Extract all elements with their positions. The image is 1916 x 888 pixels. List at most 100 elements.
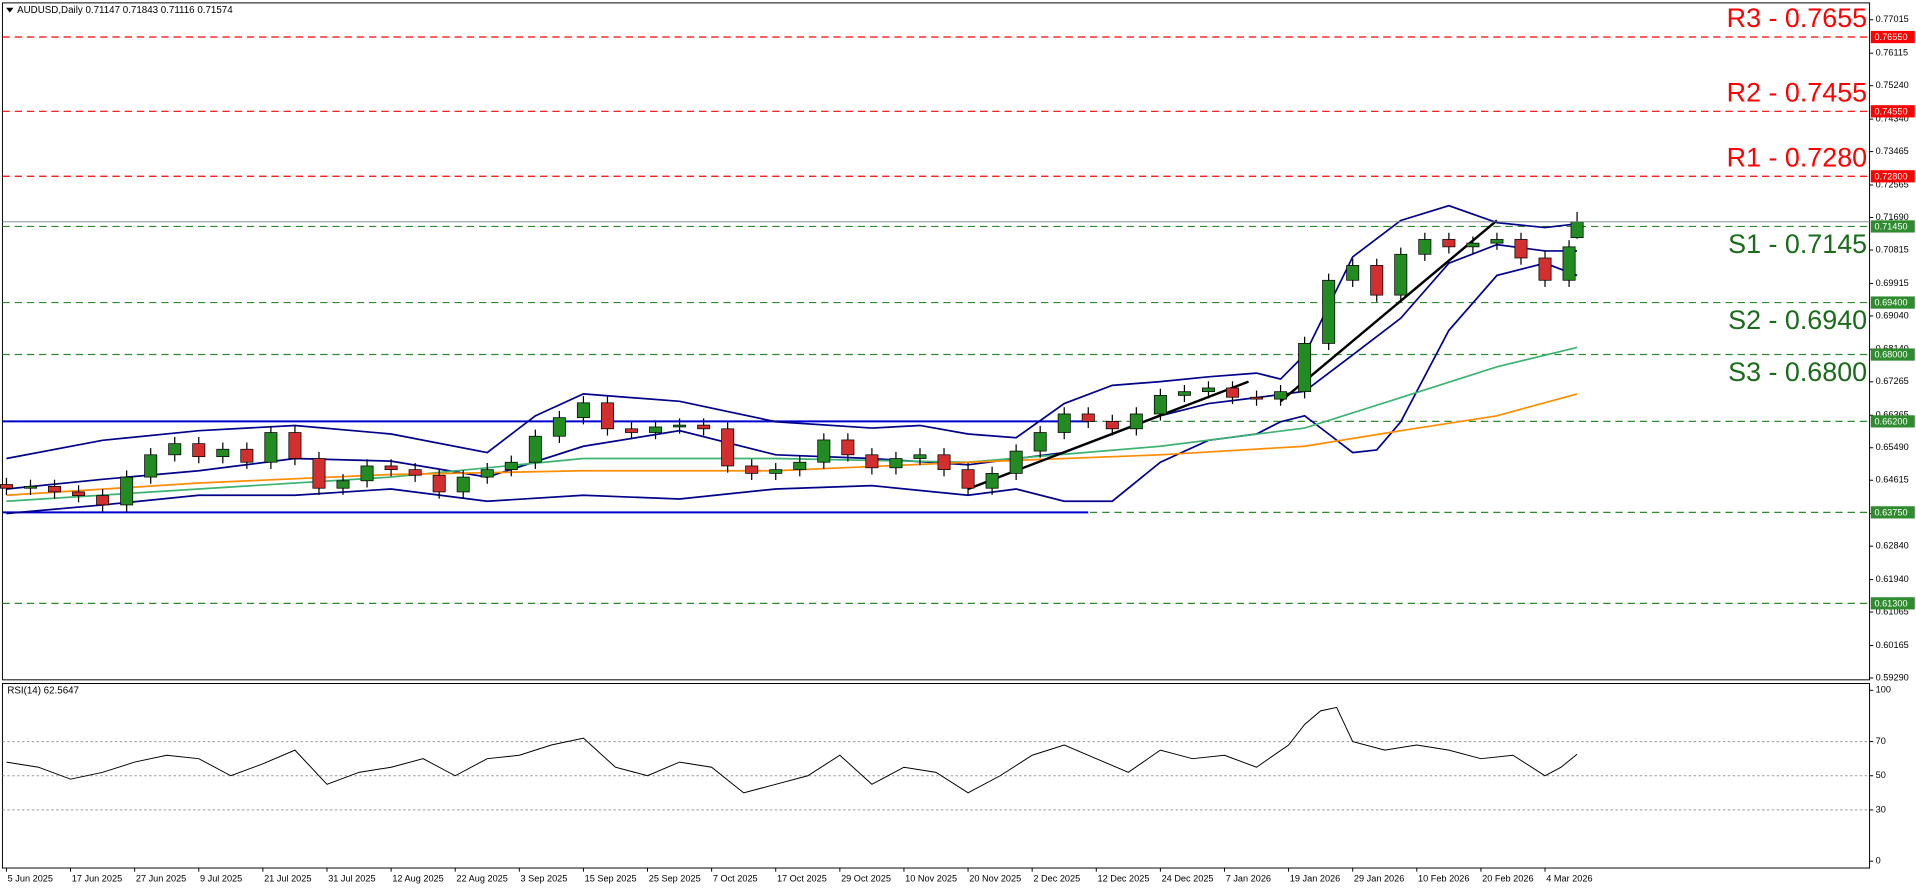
rsi-y-tick-label: 100 <box>1876 685 1891 695</box>
candle-body <box>769 469 783 474</box>
candle-body <box>432 474 446 493</box>
candle-body <box>937 454 951 471</box>
candle-body <box>360 465 374 482</box>
level-axis-box <box>1870 30 1915 44</box>
x-tick-label: 15 Sep 2025 <box>585 873 637 883</box>
rsi-title: RSI(14) 62.5647 <box>7 685 79 696</box>
candle-body <box>120 476 134 506</box>
y-tick-label: 0.73465 <box>1876 146 1909 156</box>
candle-body <box>600 402 614 430</box>
candle-body <box>649 426 663 433</box>
candle-body <box>697 424 711 430</box>
x-tick-label: 9 Jul 2025 <box>200 873 242 883</box>
x-tick-label: 25 Sep 2025 <box>649 873 701 883</box>
y-tick-label: 0.64615 <box>1876 475 1909 485</box>
y-tick-label: 0.59290 <box>1876 672 1909 682</box>
y-tick-label: 0.69040 <box>1876 310 1909 320</box>
candle-body <box>456 476 470 493</box>
candle-body <box>673 424 687 428</box>
y-tick-label: 0.60165 <box>1876 640 1909 650</box>
candle-body <box>264 432 278 463</box>
candle-body <box>1298 343 1312 393</box>
level-label: R2 - 0.7455 <box>1727 77 1867 107</box>
level-axis-box <box>1870 506 1915 519</box>
y-tick-label: 0.65490 <box>1876 442 1909 452</box>
y-tick-label: 0.76115 <box>1876 48 1908 58</box>
candle-body <box>72 491 86 497</box>
y-tick-label: 0.66365 <box>1876 410 1909 420</box>
y-tick-label: 0.61065 <box>1876 606 1909 616</box>
candle-body <box>1466 242 1480 248</box>
rsi-y-tick-label: 0 <box>1876 856 1881 866</box>
x-tick-label: 7 Jan 2026 <box>1226 873 1271 883</box>
candle-body <box>1201 387 1215 393</box>
candle-body <box>1105 421 1119 430</box>
level-axis-box <box>1870 597 1915 610</box>
candle-body <box>144 454 158 478</box>
x-tick-label: 7 Oct 2025 <box>713 873 758 883</box>
candle-body <box>961 469 975 489</box>
candle-body <box>1226 387 1239 398</box>
level-label: S1 - 0.7145 <box>1728 229 1867 259</box>
x-tick-label: 21 Jul 2025 <box>264 873 311 883</box>
candle-body <box>1153 395 1167 415</box>
level-label: S3 - 0.6800 <box>1728 357 1867 387</box>
candle-body <box>1490 239 1504 244</box>
candle-body <box>408 469 422 476</box>
candle-body <box>1322 279 1336 344</box>
y-tick-label: 0.72565 <box>1876 179 1909 189</box>
candle-body <box>841 439 855 456</box>
trend-line <box>1279 219 1498 403</box>
x-tick-label: 20 Nov 2025 <box>969 873 1021 883</box>
y-tick-label: 0.61940 <box>1876 574 1909 584</box>
x-tick-label: 3 Sep 2025 <box>521 873 568 883</box>
collapse-icon[interactable] <box>6 7 14 13</box>
rsi-line <box>6 706 1578 794</box>
candle-body <box>504 461 518 471</box>
y-tick-label: 0.70815 <box>1876 244 1909 254</box>
x-tick-label: 19 Jan 2026 <box>1290 873 1340 883</box>
level-label: R1 - 0.7280 <box>1727 142 1867 172</box>
candle-body <box>336 480 350 489</box>
y-tick-label: 0.71690 <box>1876 212 1909 222</box>
y-tick-label: 0.77015 <box>1876 14 1909 24</box>
candle-body <box>1274 391 1288 400</box>
candle-body <box>1009 450 1023 474</box>
candle-body <box>216 448 230 458</box>
x-tick-label: 5 Jun 2025 <box>8 873 53 883</box>
price-panel <box>1 2 1871 681</box>
rsi-y-tick-label: 30 <box>1876 804 1886 814</box>
level-axis-box <box>1870 296 1915 309</box>
level-axis-label: 0.74550 <box>1874 106 1907 116</box>
candle-body <box>745 465 759 474</box>
rsi-y-tick-label: 70 <box>1876 736 1886 746</box>
candle-body <box>1370 265 1384 296</box>
candle-body <box>384 465 398 471</box>
rsi-y-tick-label: 50 <box>1876 770 1886 780</box>
candle-body <box>528 435 542 463</box>
level-axis-label: 0.76550 <box>1874 32 1907 42</box>
candle-body <box>721 428 735 467</box>
candle-body <box>1057 413 1071 433</box>
candle-body <box>1129 413 1143 430</box>
x-tick-label: 22 Aug 2025 <box>456 873 507 883</box>
y-tick-label: 0.62840 <box>1876 541 1909 551</box>
candle-body <box>1081 413 1095 422</box>
candle-body <box>913 454 927 459</box>
level-axis-label: 0.68000 <box>1874 350 1907 360</box>
candle-body <box>24 485 37 489</box>
candle-body <box>48 485 62 493</box>
candle-body <box>1394 253 1408 296</box>
x-tick-label: 31 Jul 2025 <box>328 873 375 883</box>
y-tick-label: 0.74340 <box>1876 114 1909 124</box>
candle-body <box>1177 391 1191 396</box>
x-tick-label: 10 Feb 2026 <box>1418 873 1469 883</box>
level-axis-label: 0.69400 <box>1874 298 1907 308</box>
level-axis-label: 0.71450 <box>1874 221 1907 231</box>
candle-body <box>625 428 638 433</box>
level-axis-box <box>1870 220 1915 233</box>
candle-body <box>1033 432 1047 452</box>
candle-body <box>552 417 566 437</box>
